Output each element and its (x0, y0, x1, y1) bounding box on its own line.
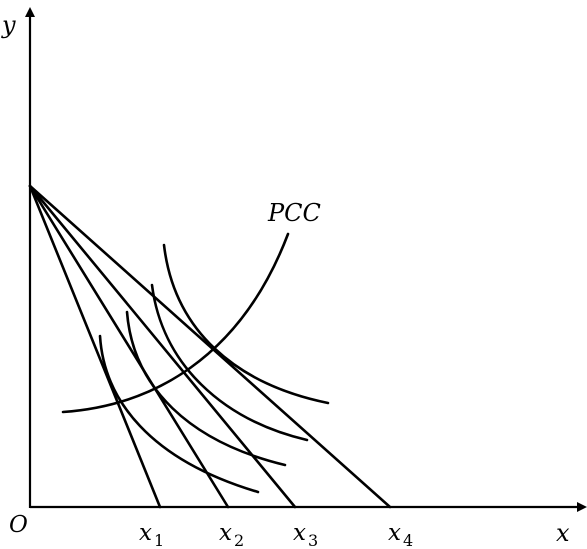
indifference-curve-2 (125, 310, 287, 467)
budget-line-1 (28, 184, 162, 509)
budget-line-2 (28, 184, 230, 509)
origin-label: O (9, 512, 28, 538)
budget-line-3 (28, 184, 297, 509)
pcc-curve (61, 232, 290, 414)
y-axis-label: y (1, 11, 16, 39)
indifference-curve-3 (150, 283, 309, 442)
pcc-label: PCC (267, 199, 321, 227)
indifference-curve-1 (98, 334, 260, 494)
x-axis-label: x (556, 519, 570, 547)
budget-line-4 (28, 184, 392, 509)
